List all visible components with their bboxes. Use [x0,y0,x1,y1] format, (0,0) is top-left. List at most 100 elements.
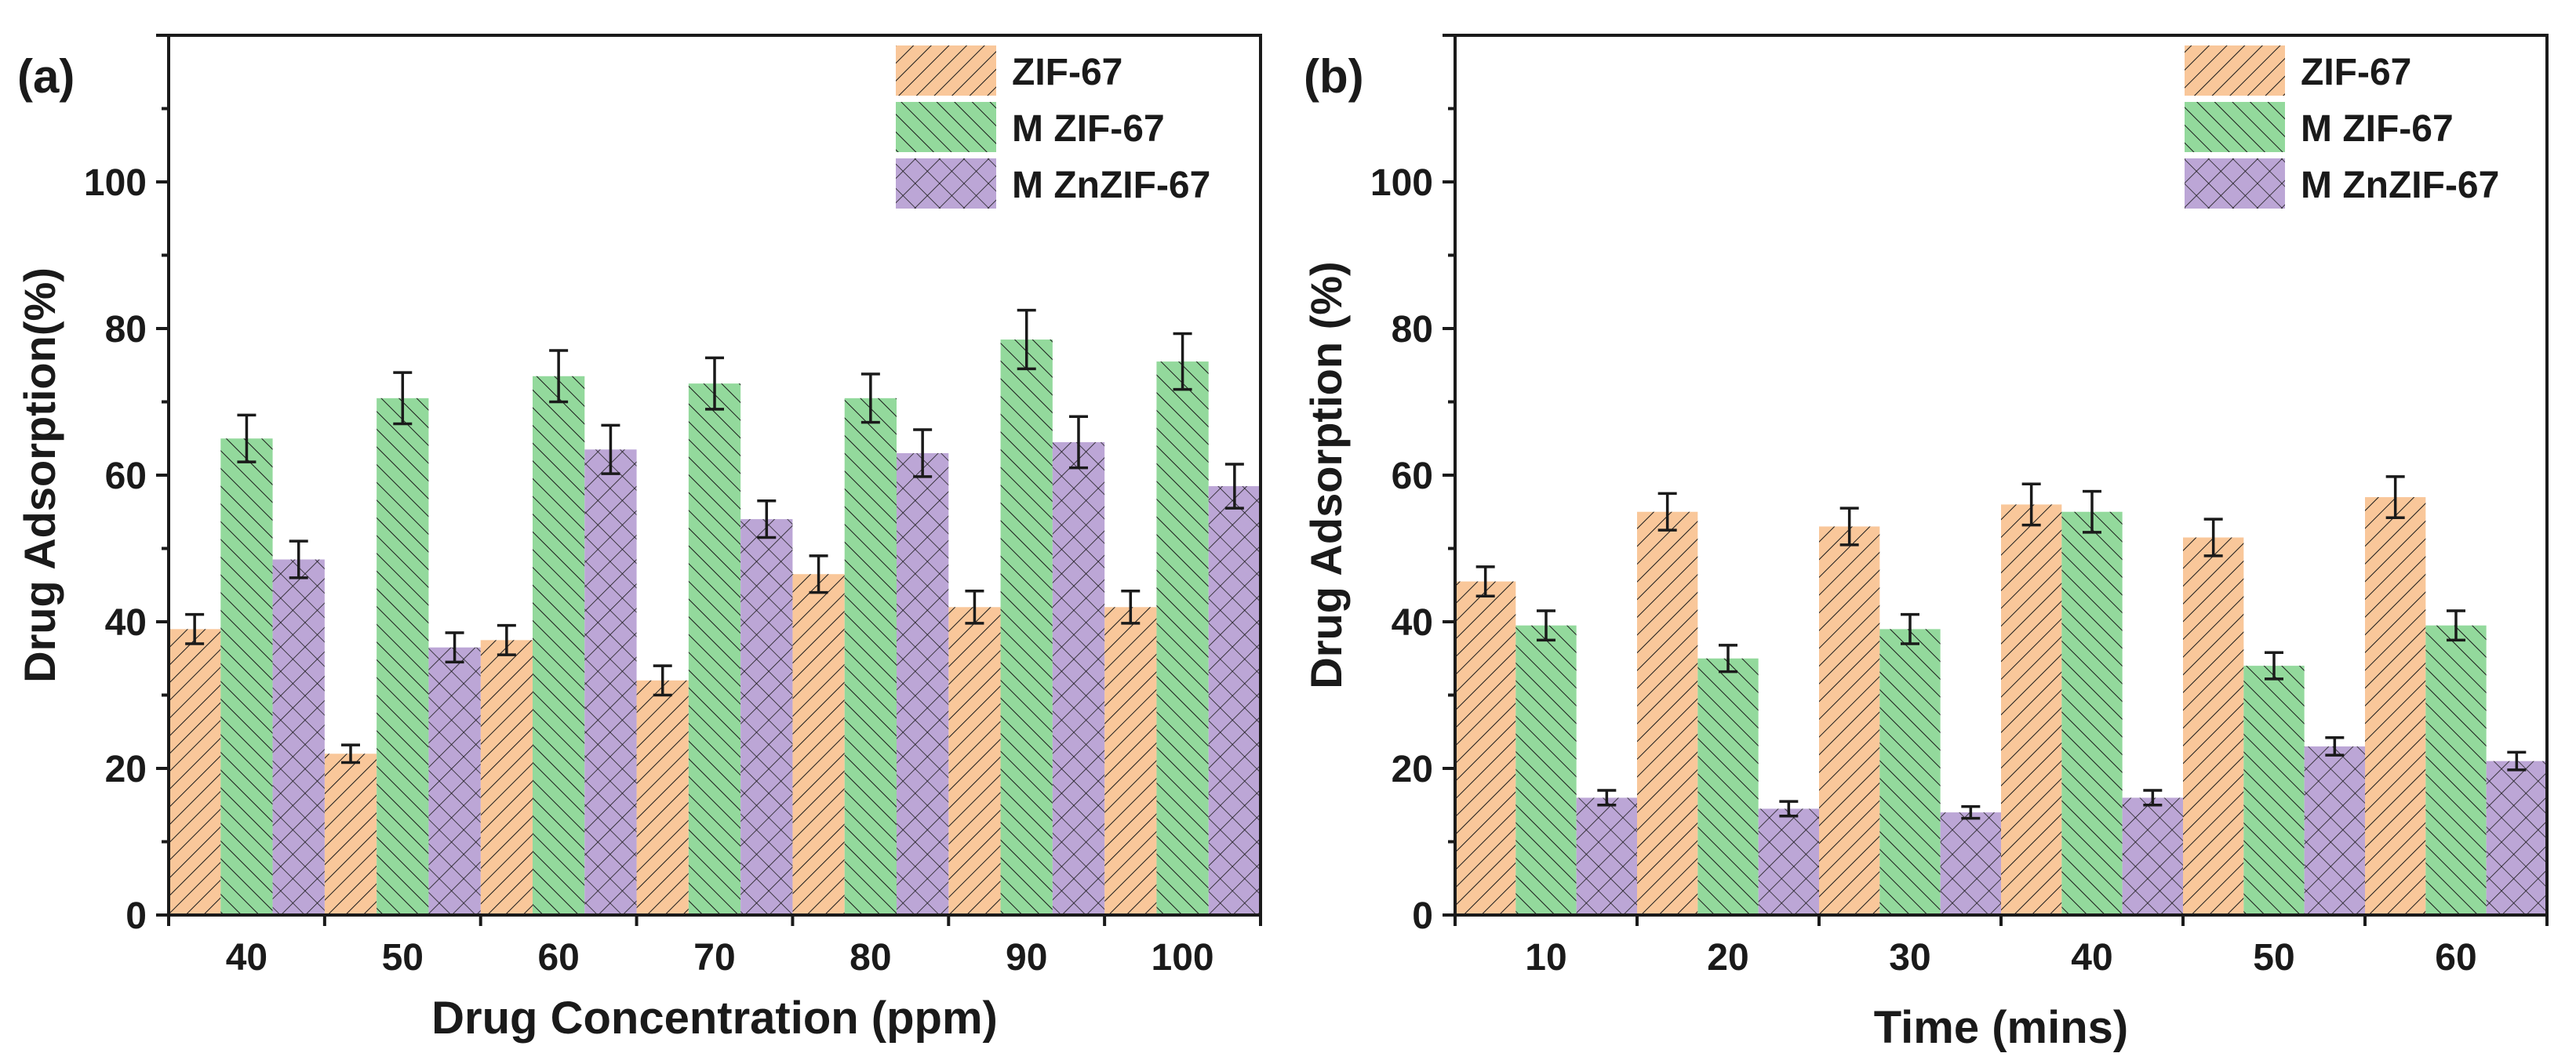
legend-label: M ZIF-67 [1012,108,1165,150]
legend-swatch [896,158,996,209]
errorbar-a-m-znzif-67-100 [1224,463,1244,510]
bar-b-m-znzif-67-60 [2486,761,2547,915]
errorbar-a-m-znzif-67-60 [601,423,620,475]
errorbar-b-m-zif-67-10 [1537,609,1555,642]
bar-b-m-znzif-67-30 [1940,812,2001,915]
bar-b-m-znzif-67-40 [2122,797,2183,915]
y-tick-label-b: 60 [1392,456,1433,497]
legend-item-a: ZIF-67 [896,45,1122,96]
y-tick-label-a: 100 [84,162,147,204]
legend-item-b: M ZnZIF-67 [2185,158,2499,209]
errorbar-b-m-znzif-67-10 [1597,789,1617,807]
errorbar-b-zif-67-30 [1839,507,1859,547]
bar-a-zif-67-60 [480,640,533,915]
y-axis-label-b: Drug Adsorption (%) [1301,261,1351,688]
errorbar-b-zif-67-20 [1657,492,1677,532]
x-tick-label-a: 50 [382,937,424,979]
x-tick-label-b: 50 [2253,937,2294,979]
x-tick-label-a: 70 [693,937,735,979]
legend-label: M ZnZIF-67 [2301,165,2499,206]
bars-b [1455,497,2547,915]
bar-b-zif-67-60 [2365,497,2426,915]
errorbar-a-m-znzif-67-50 [445,631,464,664]
plot-area-b: 0 20 40 60 80 100 10 20 30 40 50 60 ZIF-67 M ZIF-67… [1370,34,2549,979]
errorbar-b-m-zif-67-40 [2083,489,2101,534]
legend-swatch [2185,158,2285,209]
bar-a-m-zif-67-90 [1000,340,1053,915]
bar-b-m-zif-67-20 [1697,658,1759,915]
y-tick-label-a: 60 [105,456,147,497]
x-tick-label-a: 100 [1152,937,1214,979]
legend-item-a: M ZnZIF-67 [896,158,1210,209]
bar-b-zif-67-20 [1637,511,1698,915]
bar-b-m-znzif-67-50 [2304,746,2365,915]
y-tick-label-a: 0 [126,895,147,937]
errorbar-b-zif-67-10 [1475,565,1495,598]
x-ticks-b: 10 20 30 40 50 60 [1454,915,2549,979]
legend-swatch [2185,45,2285,96]
errorbar-a-m-zif-67-70 [705,356,724,411]
errorbar-a-m-zif-67-100 [1173,332,1192,391]
errorbars-b [1475,475,2527,820]
bar-b-m-znzif-67-10 [1576,797,1637,915]
errorbar-a-m-znzif-67-80 [913,428,933,478]
bar-b-zif-67-50 [2183,537,2244,915]
bar-a-zif-67-40 [169,629,221,915]
bar-b-m-zif-67-40 [2061,511,2123,915]
legend-swatch [2185,102,2285,152]
errorbar-a-zif-67-40 [185,612,205,645]
y-tick-label-b: 40 [1392,602,1433,644]
bar-a-m-zif-67-80 [844,398,897,915]
x-ticks-a: 40 50 60 70 80 90 100 [167,915,1262,979]
errorbar-a-m-zif-67-40 [237,413,257,463]
bar-a-m-znzif-67-60 [584,449,637,915]
errorbar-b-m-znzif-67-60 [2507,750,2527,772]
legend-label: M ZnZIF-67 [1012,165,1210,206]
x-tick-label-b: 40 [2071,937,2112,979]
bar-b-m-zif-67-30 [1879,629,1941,915]
y-ticks-b: 0 20 40 60 80 100 [1370,34,1455,937]
panel-label-a: (a) [17,50,75,103]
bar-b-m-zif-67-10 [1515,625,1577,915]
panel-label-b: (b) [1304,50,1364,103]
errorbar-b-m-znzif-67-40 [2143,789,2163,807]
errorbar-a-zif-67-50 [341,743,360,764]
panel-a: (a) 0 20 40 60 80 100 40 50 60 70 80 90 100 ZIF-67 M… [15,34,1262,1044]
errorbar-a-m-znzif-67-90 [1069,415,1088,470]
y-axis-label-a: Drug Adsorption(%) [15,267,64,683]
bar-a-m-zif-67-70 [688,383,741,915]
errorbar-a-m-znzif-67-70 [757,499,777,539]
bar-a-m-zif-67-50 [377,398,429,915]
legend-a: ZIF-67 M ZIF-67 M ZnZIF-67 [896,45,1210,209]
y-tick-label-a: 80 [105,309,147,350]
bar-a-zif-67-90 [948,607,1001,915]
x-tick-label-a: 60 [537,937,579,979]
errorbar-b-m-znzif-67-30 [1961,804,1981,820]
bar-a-zif-67-80 [792,574,845,915]
errorbar-b-m-znzif-67-20 [1779,800,1799,818]
errorbar-a-m-znzif-67-40 [289,539,308,579]
errorbar-a-zif-67-70 [653,664,672,697]
bar-a-m-zif-67-60 [533,376,585,915]
errorbars-a [185,308,1244,764]
y-tick-label-a: 40 [105,602,147,644]
x-tick-label-b: 20 [1707,937,1748,979]
errorbar-a-zif-67-80 [809,554,828,594]
y-tick-label-b: 0 [1412,895,1433,937]
errorbar-b-zif-67-60 [2385,475,2405,519]
errorbar-b-m-znzif-67-50 [2325,735,2345,757]
bar-b-m-zif-67-60 [2425,625,2487,915]
bar-b-m-zif-67-50 [2243,666,2305,915]
errorbar-a-zif-67-90 [965,589,984,625]
bars-a [169,340,1261,915]
errorbar-a-zif-67-60 [497,623,516,656]
y-tick-label-b: 80 [1392,309,1433,350]
errorbar-a-m-zif-67-80 [860,372,880,424]
legend-swatch [896,102,996,152]
errorbar-b-m-zif-67-60 [2447,609,2465,642]
errorbar-b-zif-67-50 [2203,517,2223,557]
legend-swatch [896,45,996,96]
x-axis-label-a: Drug Concentration (ppm) [431,993,998,1044]
errorbar-a-zif-67-100 [1121,589,1141,625]
bar-b-zif-67-40 [2001,504,2062,915]
